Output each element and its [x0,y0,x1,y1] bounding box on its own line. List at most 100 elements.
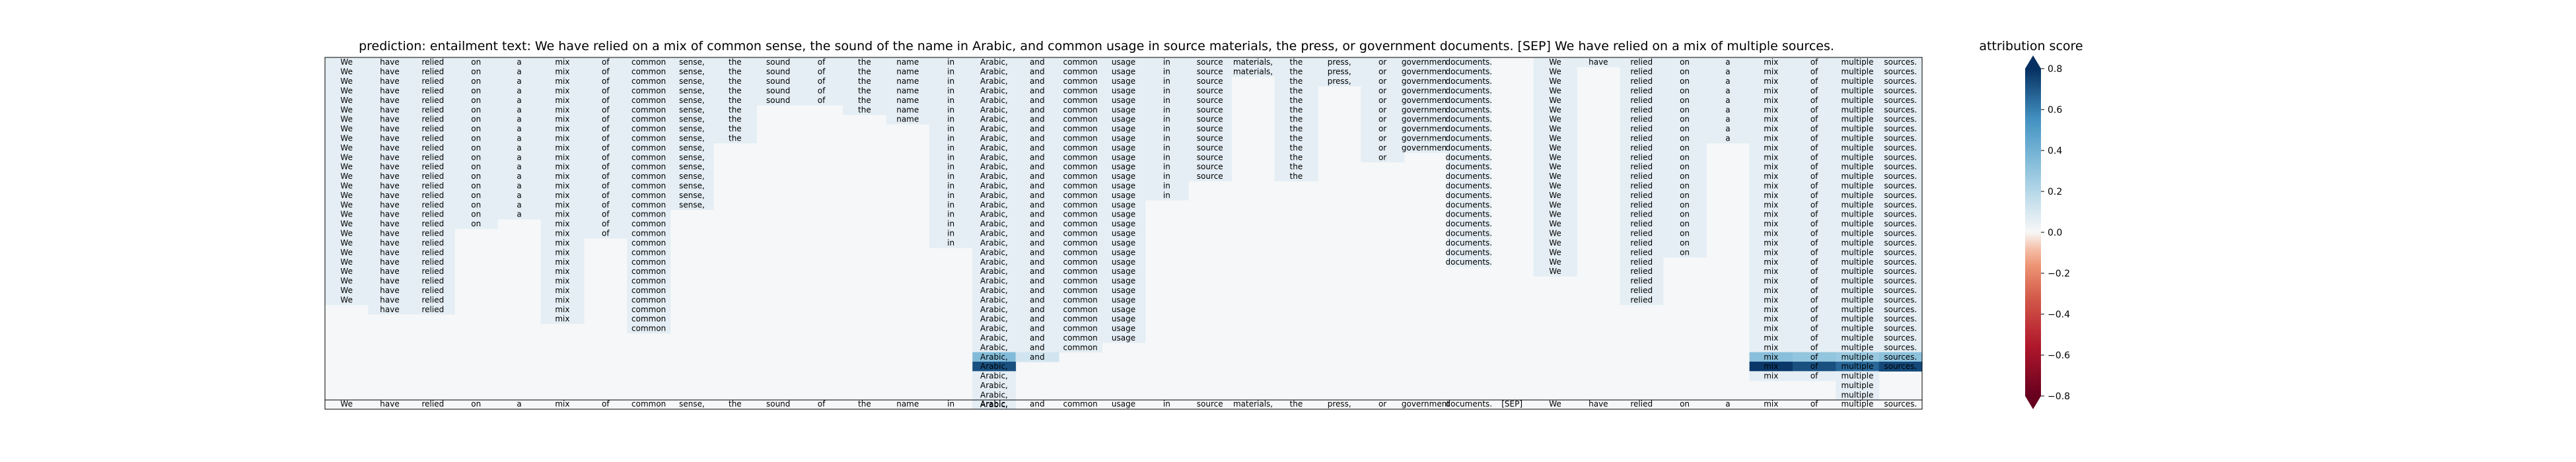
heatmap-cell [1015,190,1059,201]
heatmap-cell [1620,86,1664,96]
cell-token-label: of [1810,67,1818,77]
heatmap-cell [411,257,455,267]
heatmap-cell [1015,285,1059,296]
heatmap-cell [1404,67,1448,77]
cell-token-label: have [380,172,399,181]
cell-token-label: common [1063,295,1098,304]
cell-token-label: mix [555,152,569,162]
heatmap-cell [627,133,671,144]
heatmap-cell [972,133,1017,144]
heatmap-cell [368,266,412,277]
heatmap-cell [1749,323,1793,334]
heatmap-cell [1102,114,1146,125]
x-tick-label: source [1197,399,1223,409]
cell-token-label: Arabic, [980,86,1008,95]
heatmap-cell [411,133,455,144]
cell-token-label: a [1725,124,1730,133]
heatmap-cell [1015,343,1059,353]
heatmap-cell [1620,67,1664,77]
heatmap-cell [1620,209,1664,220]
cell-token-label: usage [1112,286,1135,295]
heatmap-cell [1878,143,1923,153]
heatmap-cell [1361,86,1405,96]
cell-token-label: of [1810,305,1818,314]
heatmap-cell [1878,57,1923,67]
cell-token-label: sense, [679,57,705,67]
cell-token-label: relied [422,162,445,172]
heatmap-cell [1188,143,1232,153]
cell-token-label: documents. [1445,238,1492,248]
heatmap-cell [670,162,714,172]
cell-token-label: sources. [1884,219,1917,228]
cell-token-label: name [896,57,919,67]
heatmap-cell [1663,114,1707,125]
cell-token-label: common [631,200,666,209]
cell-token-label: and [1030,115,1045,124]
heatmap-cell [1878,266,1923,277]
cell-token-label: on [471,162,481,172]
cell-token-label: mix [1764,295,1778,304]
cell-token-label: mix [1764,324,1778,333]
heatmap-cell [1447,76,1491,86]
heatmap-cell [1749,114,1793,125]
heatmap-cell [1620,257,1664,267]
x-tick-label: on [1680,399,1690,409]
cell-token-label: mix [555,57,569,67]
cell-token-label: multiple [1841,162,1873,172]
cell-token-label: sources. [1884,77,1917,86]
heatmap-cell [627,285,671,296]
heatmap-cell [1533,200,1577,210]
cell-token-label: sources. [1884,115,1917,124]
cell-token-label: and [1030,77,1045,86]
cell-token-label: relied [1630,152,1653,162]
cell-token-label: the [1290,77,1303,86]
heatmap-cell [540,190,585,201]
heatmap-cell [540,276,585,286]
heatmap-cell [325,248,369,258]
cell-token-label: of [1810,124,1818,133]
cell-token-label: common [631,295,666,304]
cell-token-label: We [1549,248,1561,257]
cell-token-label: mix [555,229,569,238]
heatmap-cell [1447,86,1491,96]
heatmap-cell [1749,209,1793,220]
heatmap-cell [1533,228,1577,239]
cell-token-label: have [380,257,399,267]
heatmap-cell [1836,248,1880,258]
cell-token-label: on [1680,210,1690,219]
heatmap-cell [584,123,627,134]
cell-token-label: source [1197,115,1223,124]
cell-token-label: mix [555,305,569,314]
heatmap-cell [1749,57,1793,67]
heatmap-cell [368,57,412,67]
cell-token-label: mix [1764,124,1778,133]
cell-token-label: mix [555,86,569,95]
cell-token-label: We [340,143,353,152]
heatmap-cell [325,276,369,286]
cell-token-label: a [517,182,521,191]
heatmap-cell [1620,238,1664,248]
heatmap-cell [627,209,671,220]
heatmap-cell [1015,200,1059,210]
heatmap-cell [497,190,542,201]
heatmap-cell [929,143,973,153]
heatmap-cell [1836,218,1880,229]
x-tick-label: We [340,399,353,409]
cell-token-label: the [729,115,742,124]
cell-token-label: of [1810,267,1818,276]
cell-token-label: relied [422,172,445,181]
cell-token-label: government [1402,67,1450,77]
cell-token-label: on [471,124,481,133]
cell-token-label: of [602,133,610,143]
heatmap-cell [886,95,930,106]
cell-token-label: on [1680,143,1690,152]
cell-token-label: in [1163,182,1170,191]
heatmap-cell [411,238,455,248]
cell-token-label: on [471,105,481,114]
heatmap-cell [454,209,498,220]
heatmap-cell [972,76,1017,86]
heatmap-cell [1058,238,1102,248]
heatmap-cell [929,86,973,96]
cell-token-label: relied [422,286,445,295]
cell-token-label: mix [555,257,569,267]
